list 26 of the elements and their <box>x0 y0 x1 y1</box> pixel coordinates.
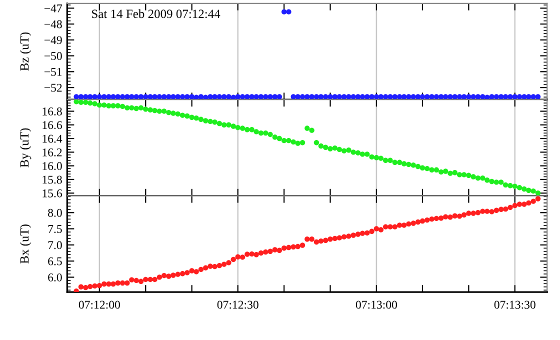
y-tick-label: 16.4 <box>42 134 62 143</box>
x-tick-label: 07:13:00 <box>356 300 397 309</box>
y-axis-title: Bx (uT) <box>20 224 32 264</box>
y-tick-label: 6.0 <box>48 273 62 282</box>
y-tick-label: 16.0 <box>42 162 62 170</box>
y-tick-label: 16.2 <box>42 148 62 156</box>
y-tick-label: 7.0 <box>48 241 62 250</box>
y-tick-label: 7.5 <box>48 225 62 234</box>
y-tick-label: −50 <box>44 52 62 60</box>
y-tick-label: −48 <box>44 20 62 28</box>
y-axis-title: Bz (uT) <box>20 32 32 71</box>
y-tick-label: 15.6 <box>42 189 62 198</box>
x-tick-label: 07:12:00 <box>78 300 120 309</box>
annotation: Sat 14 Feb 2009 07:12:44 <box>92 9 220 18</box>
x-tick-label: 07:12:30 <box>217 300 258 309</box>
y-tick-label: −49 <box>44 36 62 44</box>
y-tick-label: 16.6 <box>42 121 62 130</box>
y-tick-label: −52 <box>44 84 62 92</box>
y-axis-title: By (uT) <box>20 128 32 168</box>
y-tick-label: 6.5 <box>48 257 62 266</box>
y-tick-label: −51 <box>44 68 62 76</box>
y-tick-label: −47 <box>44 4 62 12</box>
y-tick-label: 16.8 <box>42 107 62 116</box>
y-tick-label: 15.8 <box>42 176 62 184</box>
x-tick-label: 07:13:30 <box>494 300 536 309</box>
y-tick-label: 8.0 <box>48 208 62 217</box>
